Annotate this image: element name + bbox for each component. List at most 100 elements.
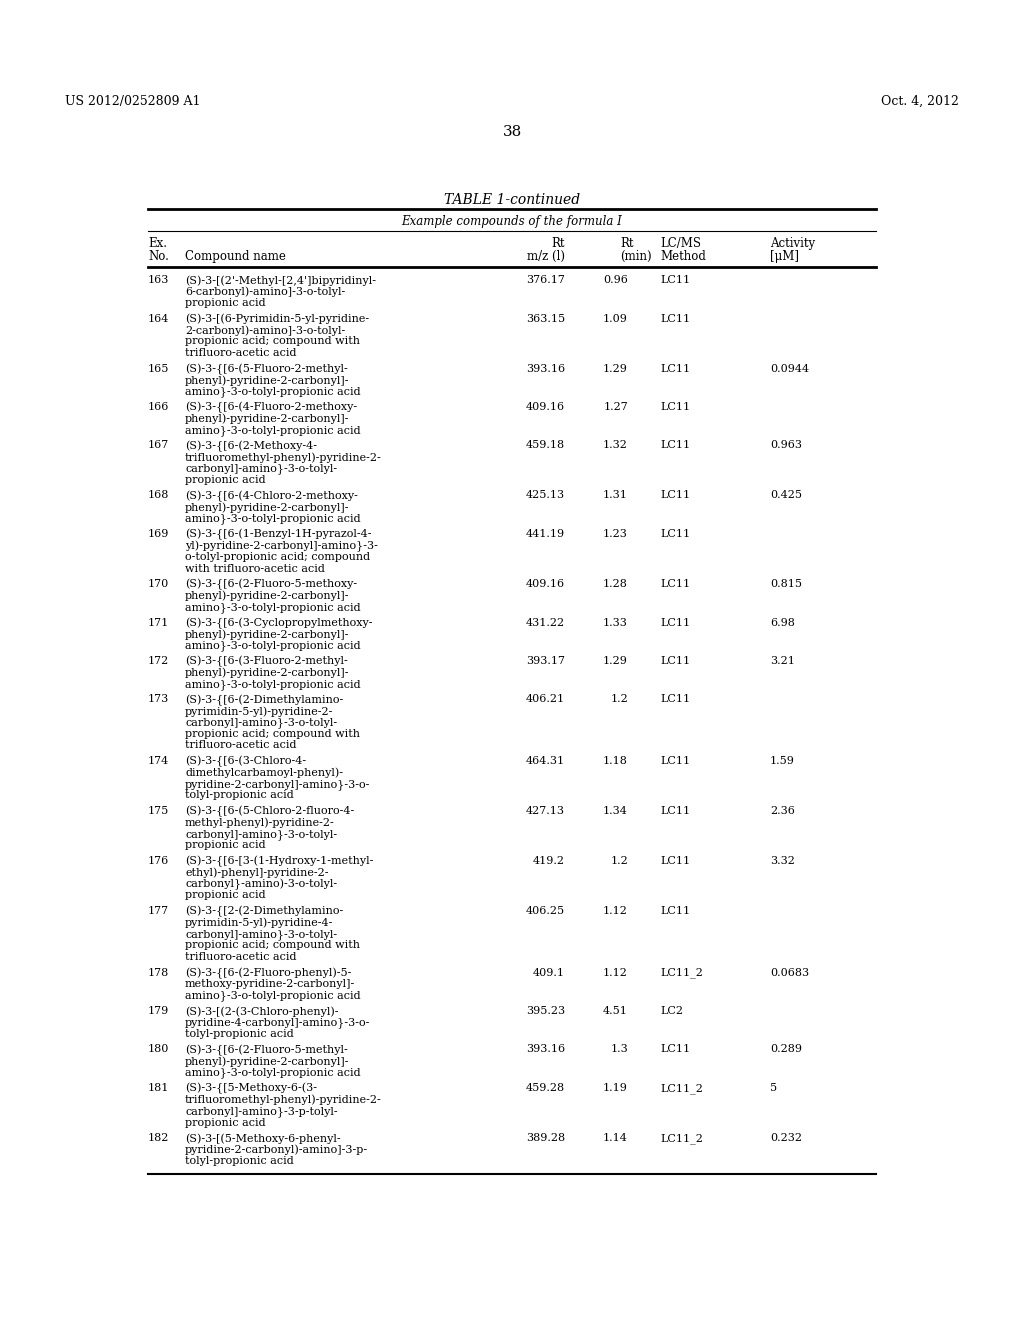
Text: Method: Method xyxy=(660,249,706,263)
Text: 406.25: 406.25 xyxy=(526,906,565,916)
Text: 1.23: 1.23 xyxy=(603,529,628,539)
Text: (S)-3-{[6-(5-Fluoro-2-methyl-: (S)-3-{[6-(5-Fluoro-2-methyl- xyxy=(185,363,348,375)
Text: ethyl)-phenyl]-pyridine-2-: ethyl)-phenyl]-pyridine-2- xyxy=(185,867,329,878)
Text: 1.59: 1.59 xyxy=(770,756,795,766)
Text: LC11: LC11 xyxy=(660,906,690,916)
Text: 1.29: 1.29 xyxy=(603,363,628,374)
Text: trifluoromethyl-phenyl)-pyridine-2-: trifluoromethyl-phenyl)-pyridine-2- xyxy=(185,1094,382,1105)
Text: amino}-3-o-tolyl-propionic acid: amino}-3-o-tolyl-propionic acid xyxy=(185,513,360,524)
Text: LC11: LC11 xyxy=(660,756,690,766)
Text: 409.1: 409.1 xyxy=(534,968,565,978)
Text: 1.32: 1.32 xyxy=(603,441,628,450)
Text: 38: 38 xyxy=(503,125,521,139)
Text: 163: 163 xyxy=(148,275,169,285)
Text: dimethylcarbamoyl-phenyl)-: dimethylcarbamoyl-phenyl)- xyxy=(185,767,343,777)
Text: 165: 165 xyxy=(148,363,169,374)
Text: Example compounds of the formula I: Example compounds of the formula I xyxy=(401,215,623,228)
Text: tolyl-propionic acid: tolyl-propionic acid xyxy=(185,1156,294,1166)
Text: pyridine-4-carbonyl]-amino}-3-o-: pyridine-4-carbonyl]-amino}-3-o- xyxy=(185,1018,371,1028)
Text: 425.13: 425.13 xyxy=(526,491,565,500)
Text: 459.18: 459.18 xyxy=(526,441,565,450)
Text: (S)-3-{[6-(2-Fluoro-5-methoxy-: (S)-3-{[6-(2-Fluoro-5-methoxy- xyxy=(185,579,357,590)
Text: amino}-3-o-tolyl-propionic acid: amino}-3-o-tolyl-propionic acid xyxy=(185,640,360,651)
Text: carbonyl]-amino}-3-o-tolyl-: carbonyl]-amino}-3-o-tolyl- xyxy=(185,929,337,940)
Text: 170: 170 xyxy=(148,579,169,589)
Text: LC11: LC11 xyxy=(660,363,690,374)
Text: (S)-3-{[6-[3-(1-Hydroxy-1-methyl-: (S)-3-{[6-[3-(1-Hydroxy-1-methyl- xyxy=(185,855,374,867)
Text: 427.13: 427.13 xyxy=(526,807,565,816)
Text: carbonyl]-amino}-3-p-tolyl-: carbonyl]-amino}-3-p-tolyl- xyxy=(185,1106,338,1117)
Text: trifluoro-acetic acid: trifluoro-acetic acid xyxy=(185,348,297,358)
Text: LC11_2: LC11_2 xyxy=(660,968,702,978)
Text: 1.14: 1.14 xyxy=(603,1133,628,1143)
Text: Rt: Rt xyxy=(552,238,565,249)
Text: 406.21: 406.21 xyxy=(526,694,565,705)
Text: 172: 172 xyxy=(148,656,169,667)
Text: amino}-3-o-tolyl-propionic acid: amino}-3-o-tolyl-propionic acid xyxy=(185,425,360,436)
Text: 431.22: 431.22 xyxy=(526,618,565,627)
Text: 177: 177 xyxy=(148,906,169,916)
Text: pyrimidin-5-yl)-pyridine-2-: pyrimidin-5-yl)-pyridine-2- xyxy=(185,706,334,717)
Text: (S)-3-[(5-Methoxy-6-phenyl-: (S)-3-[(5-Methoxy-6-phenyl- xyxy=(185,1133,341,1143)
Text: 175: 175 xyxy=(148,807,169,816)
Text: 4.51: 4.51 xyxy=(603,1006,628,1016)
Text: propionic acid; compound with: propionic acid; compound with xyxy=(185,729,360,739)
Text: [μM]: [μM] xyxy=(770,249,799,263)
Text: 464.31: 464.31 xyxy=(526,756,565,766)
Text: propionic acid: propionic acid xyxy=(185,298,265,308)
Text: 176: 176 xyxy=(148,855,169,866)
Text: LC11: LC11 xyxy=(660,807,690,816)
Text: LC11: LC11 xyxy=(660,618,690,627)
Text: 441.19: 441.19 xyxy=(526,529,565,539)
Text: amino}-3-o-tolyl-propionic acid: amino}-3-o-tolyl-propionic acid xyxy=(185,387,360,397)
Text: 6.98: 6.98 xyxy=(770,618,795,627)
Text: yl)-pyridine-2-carbonyl]-amino}-3-: yl)-pyridine-2-carbonyl]-amino}-3- xyxy=(185,540,378,552)
Text: 0.425: 0.425 xyxy=(770,491,802,500)
Text: 393.16: 393.16 xyxy=(526,1044,565,1055)
Text: 171: 171 xyxy=(148,618,169,627)
Text: phenyl)-pyridine-2-carbonyl]-: phenyl)-pyridine-2-carbonyl]- xyxy=(185,590,349,601)
Text: 164: 164 xyxy=(148,314,169,323)
Text: o-tolyl-propionic acid; compound: o-tolyl-propionic acid; compound xyxy=(185,552,370,562)
Text: phenyl)-pyridine-2-carbonyl]-: phenyl)-pyridine-2-carbonyl]- xyxy=(185,630,349,640)
Text: 1.3: 1.3 xyxy=(610,1044,628,1055)
Text: (S)-3-[(2-(3-Chloro-phenyl)-: (S)-3-[(2-(3-Chloro-phenyl)- xyxy=(185,1006,339,1016)
Text: 1.34: 1.34 xyxy=(603,807,628,816)
Text: LC11_2: LC11_2 xyxy=(660,1082,702,1094)
Text: 409.16: 409.16 xyxy=(526,579,565,589)
Text: 1.31: 1.31 xyxy=(603,491,628,500)
Text: (S)-3-{[6-(5-Chloro-2-fluoro-4-: (S)-3-{[6-(5-Chloro-2-fluoro-4- xyxy=(185,807,354,817)
Text: propionic acid: propionic acid xyxy=(185,891,265,900)
Text: (S)-3-{[5-Methoxy-6-(3-: (S)-3-{[5-Methoxy-6-(3- xyxy=(185,1082,317,1094)
Text: (S)-3-[(2'-Methyl-[2,4']bipyridinyl-: (S)-3-[(2'-Methyl-[2,4']bipyridinyl- xyxy=(185,275,376,285)
Text: 3.21: 3.21 xyxy=(770,656,795,667)
Text: 180: 180 xyxy=(148,1044,169,1055)
Text: 389.28: 389.28 xyxy=(526,1133,565,1143)
Text: LC/MS: LC/MS xyxy=(660,238,701,249)
Text: No.: No. xyxy=(148,249,169,263)
Text: phenyl)-pyridine-2-carbonyl]-: phenyl)-pyridine-2-carbonyl]- xyxy=(185,1056,349,1067)
Text: (S)-3-{[6-(1-Benzyl-1H-pyrazol-4-: (S)-3-{[6-(1-Benzyl-1H-pyrazol-4- xyxy=(185,529,372,540)
Text: 1.09: 1.09 xyxy=(603,314,628,323)
Text: (S)-3-{[6-(2-Fluoro-phenyl)-5-: (S)-3-{[6-(2-Fluoro-phenyl)-5- xyxy=(185,968,351,979)
Text: (S)-3-{[6-(3-Cyclopropylmethoxy-: (S)-3-{[6-(3-Cyclopropylmethoxy- xyxy=(185,618,373,628)
Text: LC11: LC11 xyxy=(660,441,690,450)
Text: 2.36: 2.36 xyxy=(770,807,795,816)
Text: pyridine-2-carbonyl]-amino}-3-o-: pyridine-2-carbonyl]-amino}-3-o- xyxy=(185,779,371,789)
Text: LC11: LC11 xyxy=(660,314,690,323)
Text: LC11: LC11 xyxy=(660,1044,690,1055)
Text: TABLE 1-continued: TABLE 1-continued xyxy=(444,193,580,207)
Text: pyrimidin-5-yl)-pyridine-4-: pyrimidin-5-yl)-pyridine-4- xyxy=(185,917,334,928)
Text: 0.0944: 0.0944 xyxy=(770,363,809,374)
Text: 0.0683: 0.0683 xyxy=(770,968,809,978)
Text: (S)-3-{[2-(2-Dimethylamino-: (S)-3-{[2-(2-Dimethylamino- xyxy=(185,906,343,917)
Text: 2-carbonyl)-amino]-3-o-tolyl-: 2-carbonyl)-amino]-3-o-tolyl- xyxy=(185,325,345,335)
Text: phenyl)-pyridine-2-carbonyl]-: phenyl)-pyridine-2-carbonyl]- xyxy=(185,668,349,678)
Text: (S)-3-{[6-(3-Fluoro-2-methyl-: (S)-3-{[6-(3-Fluoro-2-methyl- xyxy=(185,656,348,668)
Text: 459.28: 459.28 xyxy=(526,1082,565,1093)
Text: 1.27: 1.27 xyxy=(603,403,628,412)
Text: 0.232: 0.232 xyxy=(770,1133,802,1143)
Text: 166: 166 xyxy=(148,403,169,412)
Text: LC2: LC2 xyxy=(660,1006,683,1016)
Text: carbonyl]-amino}-3-o-tolyl-: carbonyl]-amino}-3-o-tolyl- xyxy=(185,463,337,474)
